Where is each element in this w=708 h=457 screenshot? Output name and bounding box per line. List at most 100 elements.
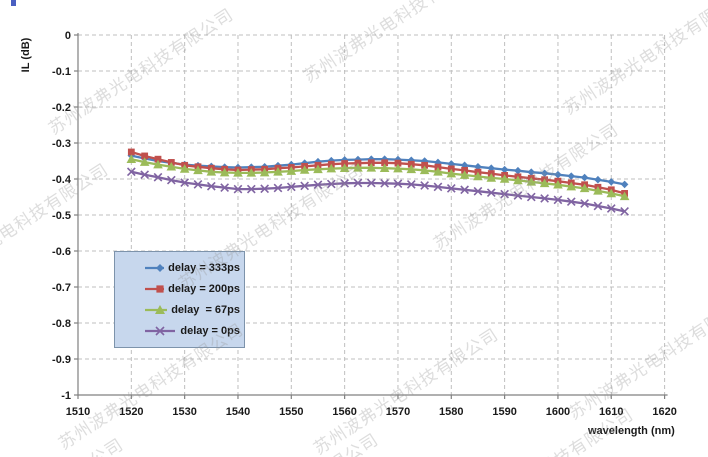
triangle-marker [433, 167, 443, 176]
x-marker [180, 178, 190, 187]
triangle-marker [259, 167, 270, 177]
x-marker [580, 199, 589, 208]
x-tick-label: 1560 [332, 406, 356, 418]
triangle-marker [459, 170, 470, 179]
triangle-marker [179, 164, 190, 173]
legend-item: delay = 0ps [143, 324, 240, 338]
diamond-marker [594, 175, 602, 184]
x-marker [473, 186, 483, 196]
triangle-marker [326, 163, 337, 173]
x-tick-label: 1550 [279, 406, 303, 418]
diamond-marker [487, 164, 496, 172]
x-marker [380, 178, 389, 188]
legend-item: delay = 67ps [143, 303, 240, 317]
triangle-marker [593, 186, 603, 195]
x-marker [313, 180, 323, 190]
x-axis-title: wavelength (nm) [588, 425, 675, 437]
triangle-marker [393, 163, 403, 173]
triangle-marker [339, 163, 350, 172]
x-marker [260, 184, 270, 194]
triangle-marker [126, 154, 137, 163]
x-tick-label: 1620 [652, 406, 676, 418]
triangle-marker [579, 183, 590, 193]
y-tick-label: -0.5 [52, 210, 71, 222]
triangle-marker [353, 163, 363, 172]
diamond-marker [554, 170, 562, 179]
y-tick-label: -0.6 [52, 246, 71, 258]
triangle-marker-icon [155, 305, 165, 314]
cursor-artifact [11, 0, 16, 6]
x-marker [233, 184, 243, 194]
diamond-legend-swatch [145, 264, 165, 272]
x-tick-label: 1510 [66, 406, 90, 418]
x-marker [460, 185, 469, 195]
triangle-marker [539, 178, 550, 188]
x-marker [513, 191, 523, 200]
triangle-marker [379, 163, 390, 172]
triangle-marker [499, 174, 510, 183]
x-marker [140, 170, 150, 180]
triangle-marker [219, 167, 230, 177]
diamond-marker [367, 155, 376, 163]
legend-item: delay = 200ps [143, 282, 240, 296]
triangle-marker [299, 165, 310, 174]
square-marker [154, 155, 162, 163]
triangle-marker [313, 164, 323, 174]
triangle-marker [513, 175, 523, 185]
x-marker-icon [155, 326, 165, 336]
triangle-marker [473, 171, 483, 181]
x-marker [593, 201, 603, 211]
y-tick-label: -0.3 [52, 138, 71, 150]
y-tick-label: -0.2 [52, 102, 71, 114]
x-marker [526, 192, 536, 202]
triangle-marker [406, 164, 417, 174]
y-tick-label: -0.9 [52, 354, 71, 366]
square-marker [367, 159, 375, 167]
y-tick-label: -0.8 [52, 318, 71, 330]
triangle-marker [526, 177, 537, 186]
triangle-marker [619, 191, 630, 201]
x-tick-label: 1610 [599, 406, 623, 418]
diamond-marker [514, 166, 522, 175]
diamond-marker [500, 165, 509, 174]
x-marker [420, 181, 429, 190]
x-marker [366, 178, 376, 188]
legend-label: delay = 200ps [168, 283, 240, 295]
triangle-marker [446, 168, 457, 178]
y-tick-label: -0.7 [52, 282, 71, 294]
diamond-marker [580, 173, 589, 182]
legend-label: delay = 0ps [180, 325, 240, 337]
y-tick-label: -0.4 [52, 174, 72, 186]
triangle-marker [273, 167, 283, 176]
diamond-marker [567, 172, 576, 180]
triangle-marker [486, 173, 497, 182]
diamond-marker [380, 155, 389, 163]
x-marker [486, 188, 496, 198]
diamond-marker [340, 156, 349, 164]
triangle-marker [606, 188, 617, 198]
square-legend-swatch [145, 285, 165, 293]
square-marker [394, 159, 402, 167]
square-marker-icon [156, 285, 164, 293]
square-marker [407, 160, 415, 168]
diamond-marker-icon [156, 264, 164, 272]
x-marker [393, 179, 403, 189]
triangle-marker [206, 167, 217, 176]
triangle-marker [166, 161, 177, 171]
x-marker [220, 183, 230, 193]
y-tick-label: 0 [65, 30, 71, 42]
square-marker [141, 152, 149, 160]
x-marker [340, 178, 350, 188]
x-tick-label: 1570 [386, 406, 410, 418]
x-marker [433, 182, 443, 192]
x-tick-label: 1530 [172, 406, 196, 418]
legend-label: delay = 333ps [168, 262, 240, 274]
triangle-marker [139, 157, 150, 166]
legend-item: delay = 333ps [143, 261, 240, 275]
x-marker [193, 180, 203, 189]
x-marker [326, 179, 336, 189]
diamond-marker [607, 178, 616, 186]
x-tick-label: 1580 [439, 406, 463, 418]
